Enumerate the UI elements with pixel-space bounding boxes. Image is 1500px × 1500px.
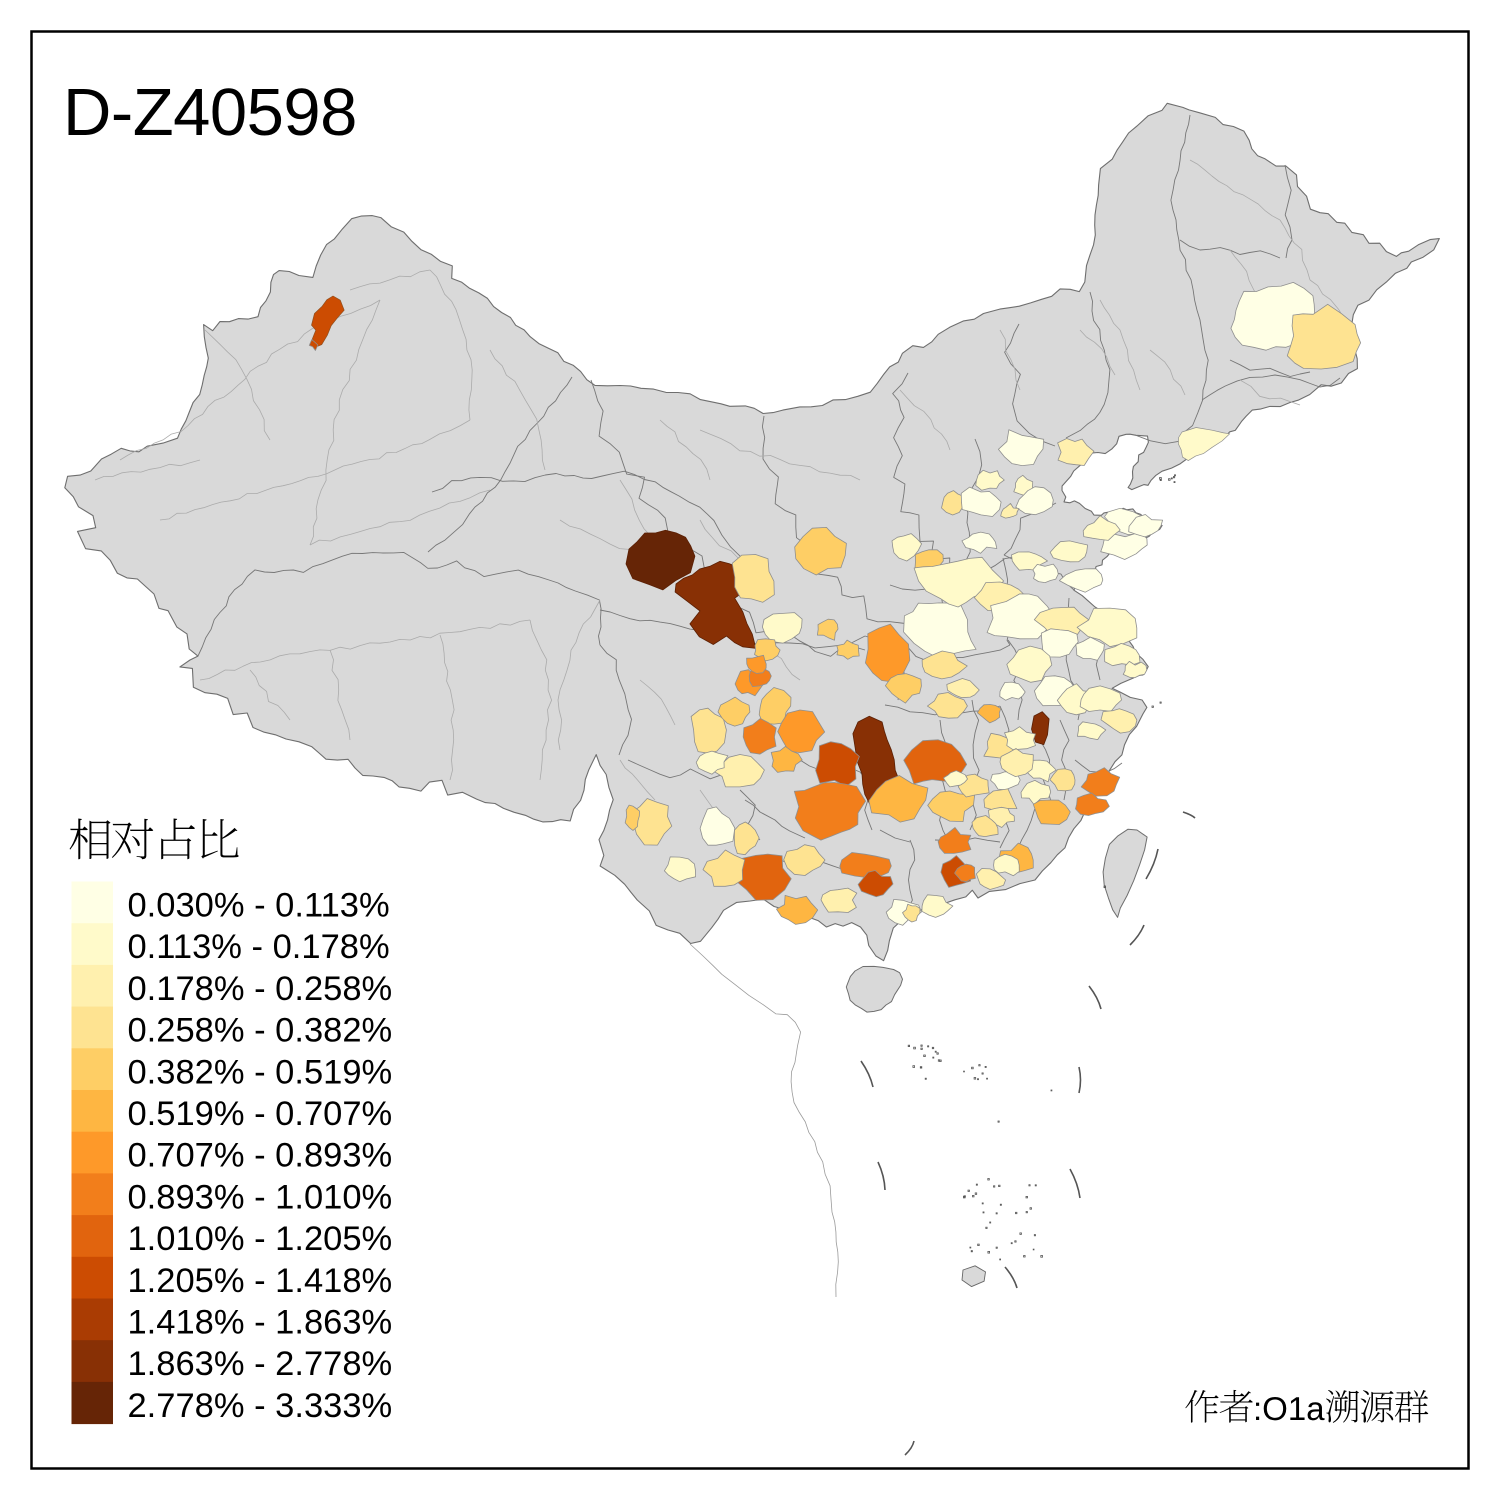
svg-text:D-Z40598: D-Z40598 <box>63 75 357 150</box>
svg-text:0.382% - 0.519%: 0.382% - 0.519% <box>128 1053 393 1091</box>
svg-text:0.030% - 0.113%: 0.030% - 0.113% <box>128 887 390 925</box>
svg-text:0.519% - 0.707%: 0.519% - 0.707% <box>128 1095 393 1133</box>
svg-text:1.205% - 1.418%: 1.205% - 1.418% <box>128 1262 393 1300</box>
svg-text:2.778% - 3.333%: 2.778% - 3.333% <box>128 1387 393 1425</box>
svg-text:1.863% - 2.778%: 1.863% - 2.778% <box>128 1345 393 1383</box>
svg-text:1.010% - 1.205%: 1.010% - 1.205% <box>128 1220 393 1258</box>
svg-text:0.178% - 0.258%: 0.178% - 0.258% <box>128 970 393 1008</box>
svg-text:0.893% - 1.010%: 0.893% - 1.010% <box>128 1178 393 1216</box>
svg-text:0.707% - 0.893%: 0.707% - 0.893% <box>128 1137 393 1175</box>
svg-text:1.418% - 1.863%: 1.418% - 1.863% <box>128 1304 393 1342</box>
svg-text:0.258% - 0.382%: 0.258% - 0.382% <box>128 1012 393 1050</box>
svg-text:0.113% - 0.178%: 0.113% - 0.178% <box>128 928 390 966</box>
